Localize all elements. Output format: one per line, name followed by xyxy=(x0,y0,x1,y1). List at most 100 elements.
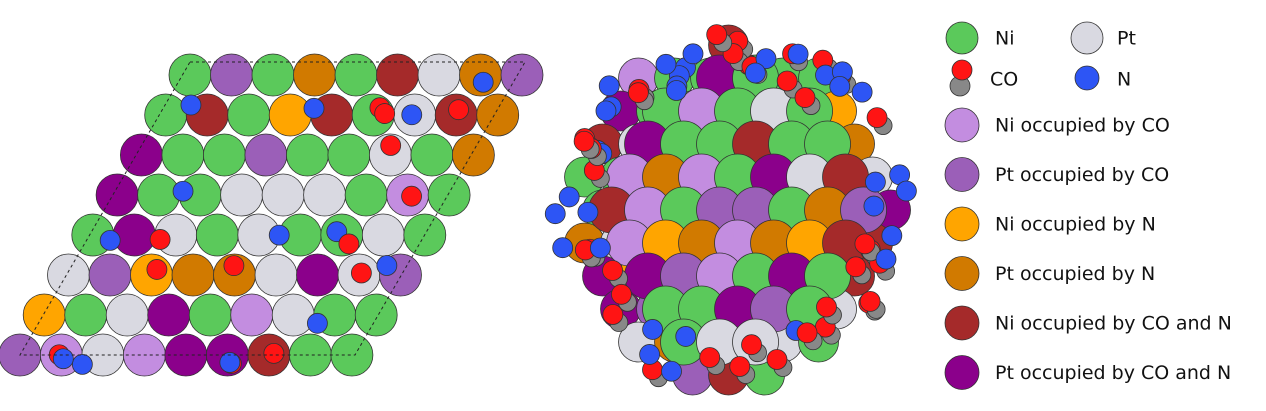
atom xyxy=(410,133,454,177)
n-adsorbate xyxy=(376,255,398,276)
co-oxygen xyxy=(602,260,623,281)
co-oxygen xyxy=(845,256,867,278)
atom xyxy=(327,133,371,177)
legend-swatch xyxy=(944,305,980,341)
n-adsorbate xyxy=(552,237,574,259)
cell-outline xyxy=(19,61,526,356)
co-adsorbate xyxy=(401,185,422,207)
legend-label: Ni occupied by N xyxy=(995,214,1156,236)
co-oxygen xyxy=(854,233,876,255)
atom xyxy=(210,53,253,97)
atom xyxy=(105,293,149,337)
n-adsorbate xyxy=(595,100,617,122)
n-adsorbate xyxy=(589,237,611,259)
legend-label: Ni xyxy=(995,28,1015,50)
legend-swatch xyxy=(1070,21,1104,55)
legend-swatch xyxy=(945,21,979,55)
co-oxygen xyxy=(859,291,881,312)
n-adsorbate xyxy=(558,186,580,208)
n-adsorbate xyxy=(598,75,620,97)
atom xyxy=(168,53,212,97)
n-adsorbate xyxy=(99,229,121,251)
co-oxygen xyxy=(573,130,595,152)
co-adsorbate xyxy=(149,229,171,250)
co-oxygen xyxy=(611,283,632,305)
atom xyxy=(254,253,298,297)
n-adsorbate xyxy=(268,224,290,246)
co-oxygen xyxy=(766,349,788,370)
n-adsorbate xyxy=(881,225,903,247)
co-oxygen xyxy=(706,24,728,46)
legend-label: Ni occupied by CO and N xyxy=(995,313,1232,335)
atom xyxy=(376,53,419,97)
co-oxygen xyxy=(796,322,818,344)
atom xyxy=(500,53,544,97)
n-adsorbate xyxy=(682,43,704,65)
n-adsorbate xyxy=(401,104,423,126)
atom xyxy=(119,133,163,177)
atom xyxy=(293,53,336,97)
n-adsorbate xyxy=(577,201,599,223)
legend-label: Ni occupied by CO xyxy=(995,115,1170,137)
legend-swatch xyxy=(944,206,980,242)
atom xyxy=(188,293,232,337)
co-adsorbate xyxy=(448,99,469,121)
atom xyxy=(451,133,495,177)
n-adsorbate xyxy=(666,80,687,101)
co-oxygen xyxy=(776,70,798,92)
co-adsorbate xyxy=(146,259,168,280)
atom xyxy=(261,173,305,217)
n-adsorbate xyxy=(851,81,873,103)
n-adsorbate xyxy=(472,71,494,93)
atom xyxy=(296,253,339,297)
co-adsorbate xyxy=(263,342,285,364)
atom xyxy=(202,133,246,177)
n-adsorbate xyxy=(875,248,897,270)
n-adsorbate xyxy=(303,97,325,119)
atom xyxy=(251,53,295,97)
atom xyxy=(244,133,288,177)
n-adsorbate xyxy=(744,62,766,84)
n-adsorbate xyxy=(787,43,809,65)
legend-swatch xyxy=(944,355,980,390)
co-adsorbate xyxy=(374,103,396,124)
atom xyxy=(220,173,264,217)
n-adsorbate xyxy=(655,53,677,75)
atom xyxy=(137,173,181,217)
co-adsorbate xyxy=(380,135,402,156)
atom xyxy=(95,173,139,217)
surface-slab xyxy=(0,53,544,377)
co-oxygen xyxy=(741,334,762,356)
atom xyxy=(230,293,274,337)
co-oxygen xyxy=(729,356,751,377)
atom xyxy=(271,293,315,337)
co-oxygen xyxy=(816,296,837,318)
atom xyxy=(195,213,239,257)
n-adsorbate xyxy=(755,48,777,70)
atom xyxy=(285,133,329,177)
n-adsorbate xyxy=(642,319,663,340)
atom xyxy=(88,253,132,297)
co-adsorbate xyxy=(338,233,360,255)
legend-label: CO xyxy=(990,69,1018,91)
atom xyxy=(227,93,271,137)
n-adsorbate xyxy=(863,195,885,217)
legend-label: Pt occupied by CO xyxy=(995,164,1169,186)
n-adsorbate xyxy=(675,326,697,347)
legend-label: Pt occupied by CO and N xyxy=(995,362,1231,384)
atom xyxy=(344,173,388,217)
legend-label: Pt occupied by N xyxy=(995,263,1155,285)
atom xyxy=(417,53,461,97)
atom xyxy=(161,133,205,177)
n-adsorbate xyxy=(661,360,682,382)
atom xyxy=(427,173,471,217)
legend-swatch xyxy=(944,107,980,143)
atom xyxy=(22,293,66,337)
atom xyxy=(268,93,312,137)
n-adsorbate xyxy=(829,75,851,97)
legend: Ni Pt CO N Ni occupied by CO Pt occupied … xyxy=(944,21,1232,390)
legend-label: Pt xyxy=(1117,28,1136,50)
atom xyxy=(361,213,405,257)
atom xyxy=(171,253,215,297)
